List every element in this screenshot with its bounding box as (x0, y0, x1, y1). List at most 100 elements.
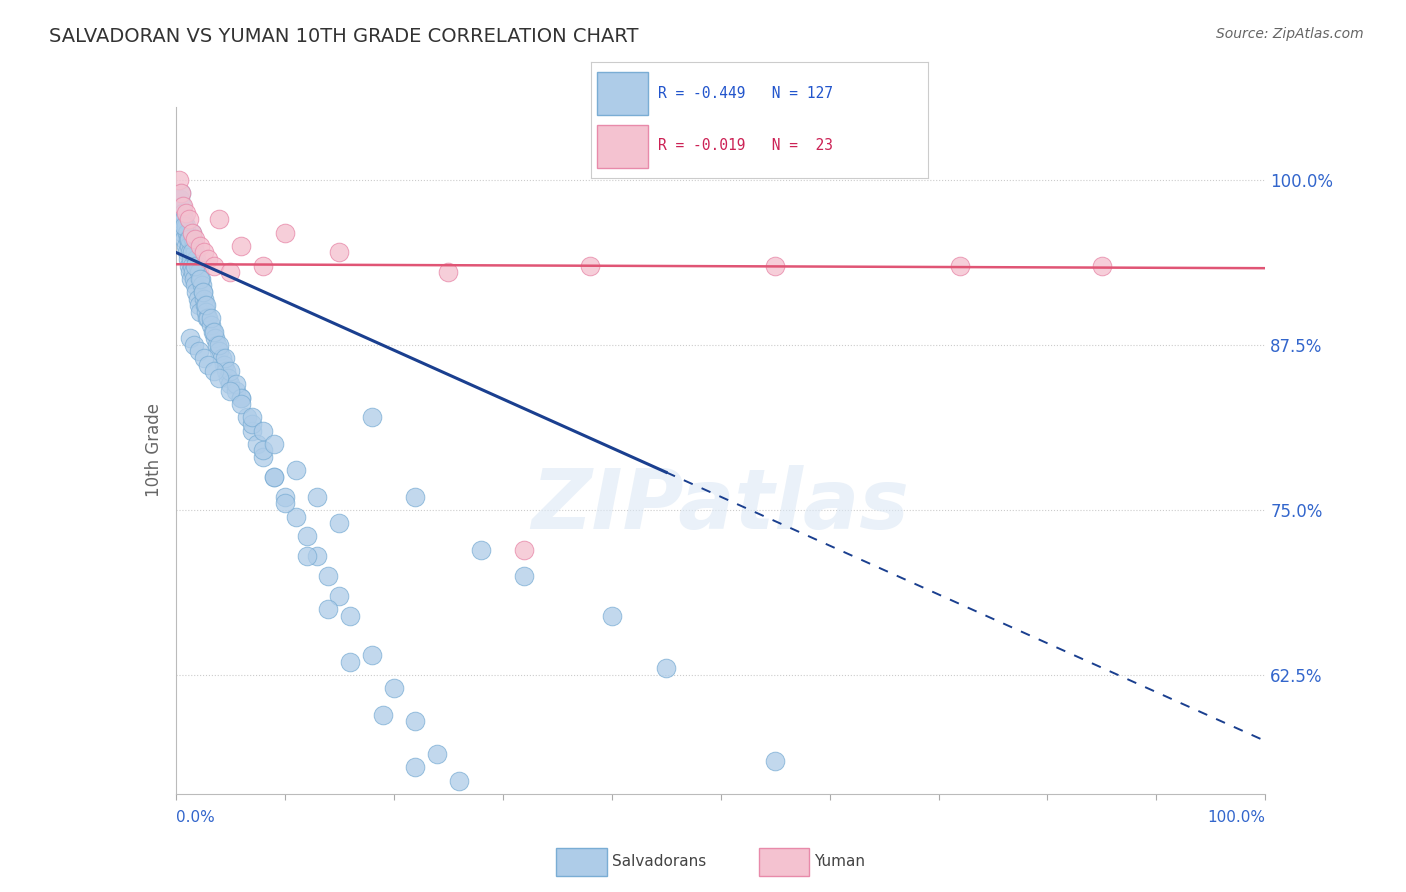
Text: R = -0.019   N =  23: R = -0.019 N = 23 (658, 138, 832, 153)
Point (252, 443, 274, 458)
Point (167, 205, 190, 219)
Point (184, 245, 207, 260)
Point (371, 707, 394, 722)
Point (193, 245, 215, 260)
Point (217, 371, 239, 385)
Point (470, 542, 492, 557)
Point (195, 311, 218, 326)
Point (263, 437, 285, 451)
Text: R = -0.449   N = 127: R = -0.449 N = 127 (658, 86, 832, 101)
Point (200, 318, 222, 332)
Point (212, 358, 235, 372)
Point (328, 516, 350, 530)
Text: ZIPatlas: ZIPatlas (531, 465, 910, 546)
Point (184, 278, 207, 293)
Point (193, 292, 215, 306)
Point (172, 199, 194, 213)
Point (191, 278, 214, 293)
Text: Source: ZipAtlas.com: Source: ZipAtlas.com (1216, 27, 1364, 41)
Point (177, 212, 200, 227)
Point (492, 820, 515, 834)
Point (202, 259, 225, 273)
Point (405, 490, 427, 504)
FancyBboxPatch shape (598, 125, 648, 168)
Point (263, 470, 285, 484)
Point (197, 358, 219, 372)
Point (181, 226, 204, 240)
Point (447, 773, 470, 788)
Point (600, 608, 623, 623)
Point (169, 193, 191, 207)
Point (208, 338, 231, 352)
Point (187, 344, 209, 359)
Point (339, 608, 361, 623)
Point (177, 252, 200, 266)
Point (195, 305, 218, 319)
Point (183, 238, 205, 252)
Point (172, 199, 194, 213)
Point (174, 238, 197, 252)
Point (173, 219, 195, 233)
Point (263, 470, 285, 484)
Text: SALVADORAN VS YUMAN 10TH GRADE CORRELATION CHART: SALVADORAN VS YUMAN 10TH GRADE CORRELATI… (49, 27, 638, 45)
Point (181, 265, 204, 279)
Point (179, 265, 201, 279)
Point (655, 661, 678, 675)
Text: Yuman: Yuman (814, 855, 865, 869)
Point (231, 397, 253, 411)
Point (184, 232, 207, 246)
Point (219, 377, 242, 392)
Point (195, 298, 218, 312)
Point (183, 271, 205, 285)
Point (193, 351, 215, 365)
Point (382, 681, 405, 696)
Point (284, 463, 307, 477)
Point (231, 391, 253, 405)
Point (307, 490, 329, 504)
Point (170, 186, 193, 200)
Point (231, 391, 253, 405)
Point (170, 212, 193, 227)
Point (252, 424, 274, 438)
Point (240, 424, 263, 438)
Point (190, 271, 212, 285)
Point (240, 410, 263, 425)
Point (215, 364, 238, 378)
Point (219, 265, 242, 279)
Point (177, 238, 200, 252)
Point (172, 226, 194, 240)
Point (1091, 259, 1114, 273)
Point (240, 417, 263, 431)
Point (180, 252, 202, 266)
Point (191, 285, 214, 299)
Point (180, 271, 202, 285)
Point (246, 437, 269, 451)
Point (184, 259, 207, 273)
Point (405, 714, 427, 729)
Point (197, 311, 219, 326)
Point (274, 226, 297, 240)
Point (492, 859, 515, 873)
Point (360, 648, 382, 663)
Point (231, 238, 253, 252)
Point (235, 410, 257, 425)
Point (318, 569, 340, 583)
Point (170, 186, 193, 200)
Point (219, 384, 242, 398)
Point (181, 232, 204, 246)
Point (194, 298, 217, 312)
Point (513, 839, 536, 854)
Point (187, 265, 209, 279)
Point (172, 219, 194, 233)
Point (339, 655, 361, 669)
Point (328, 245, 350, 260)
Point (214, 351, 236, 365)
Point (252, 259, 274, 273)
Point (205, 338, 228, 352)
Text: Salvadorans: Salvadorans (612, 855, 706, 869)
Point (949, 259, 972, 273)
Point (204, 331, 226, 345)
Point (188, 238, 211, 252)
Point (437, 806, 460, 821)
Y-axis label: 10th Grade: 10th Grade (145, 403, 163, 498)
